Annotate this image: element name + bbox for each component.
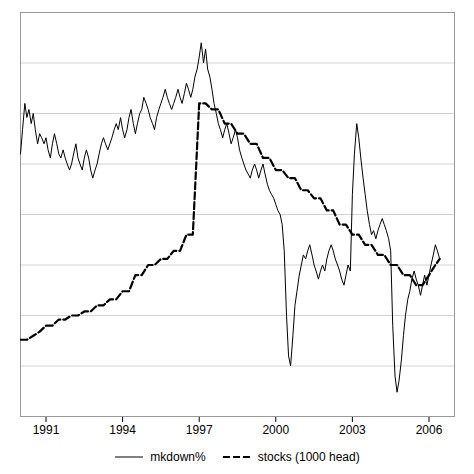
svg-text:1991: 1991 [33, 423, 60, 437]
svg-text:2006: 2006 [416, 423, 443, 437]
svg-text:2003: 2003 [339, 423, 366, 437]
html-text:stocks (1000 head): stocks (1000 head) [257, 450, 360, 464]
svg-text:1994: 1994 [109, 423, 136, 437]
svg-text:2000: 2000 [262, 423, 289, 437]
html-text:mkdown%: mkdown% [150, 450, 206, 464]
svg-text:1997: 1997 [186, 423, 213, 437]
